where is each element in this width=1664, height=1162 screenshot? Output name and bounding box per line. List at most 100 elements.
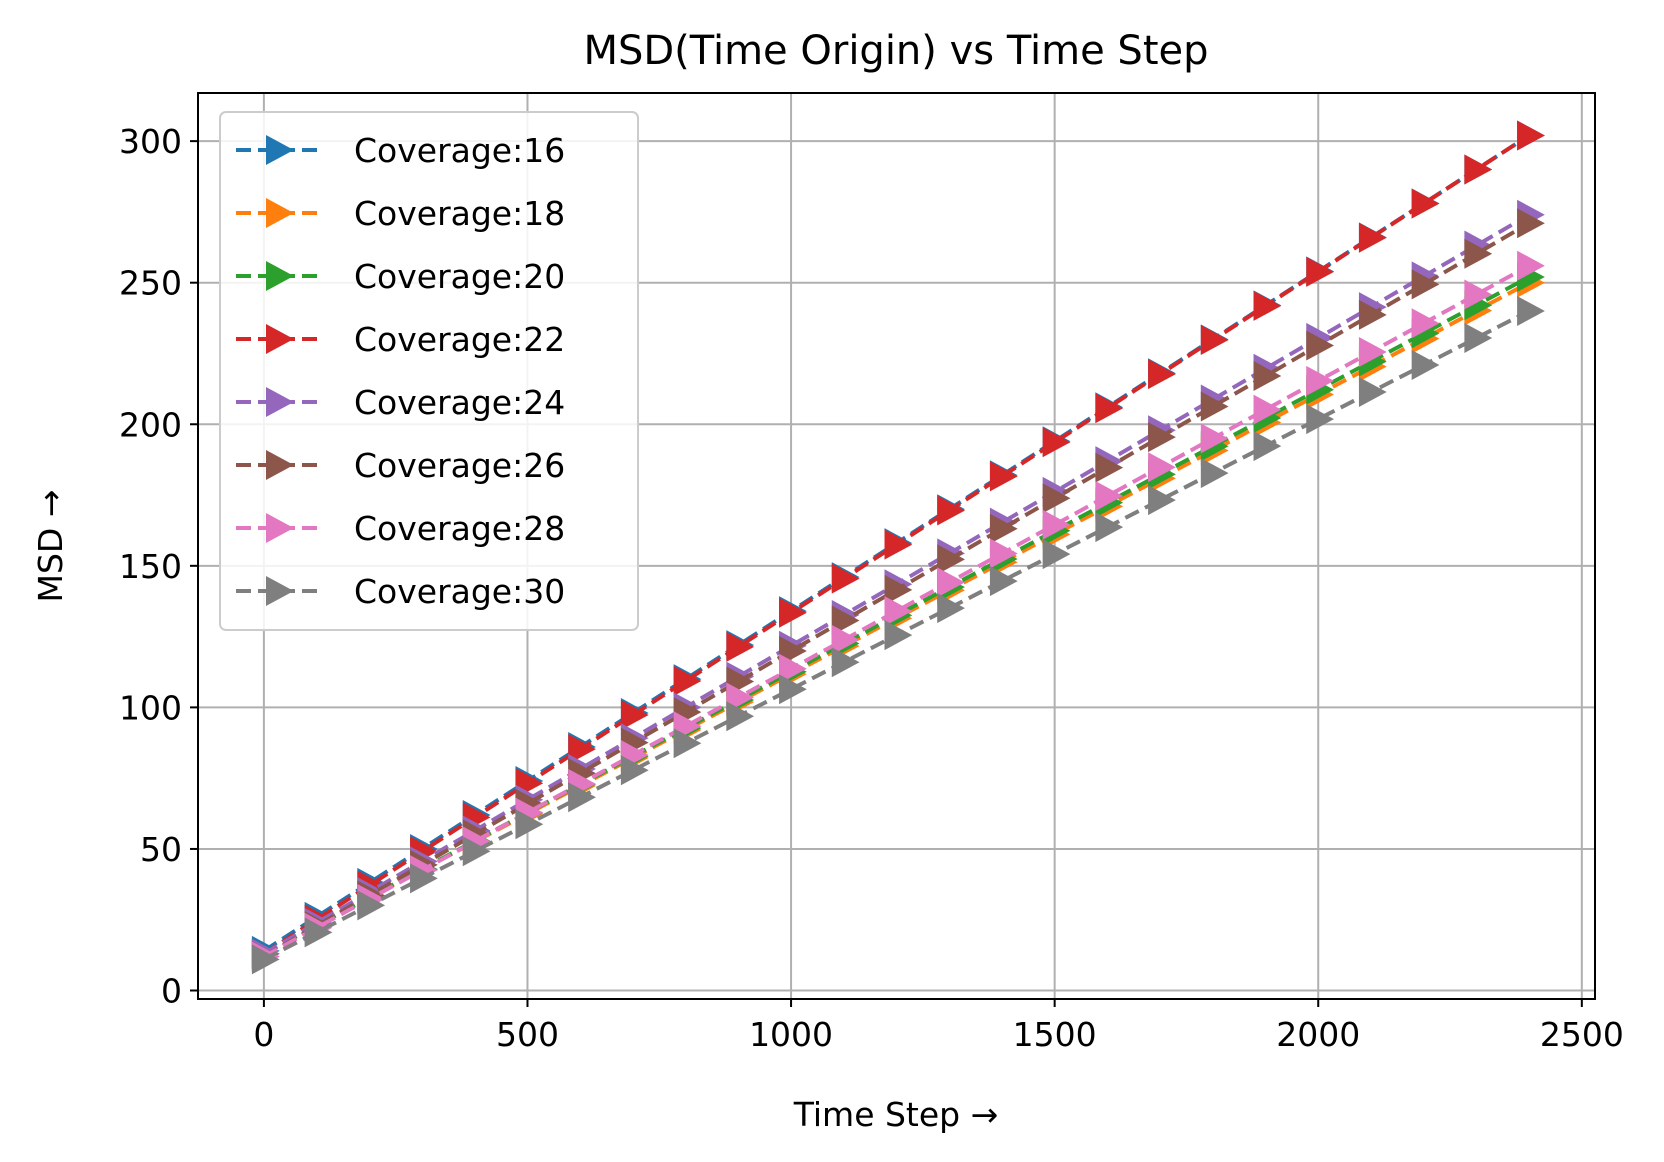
data-point: [620, 700, 649, 731]
legend-item: Coverage:30: [236, 572, 565, 611]
data-point: [1517, 250, 1545, 281]
x-tick-label: 500: [496, 1015, 559, 1054]
data-point: [937, 544, 965, 575]
legend-marker: [266, 261, 294, 291]
data-point: [726, 701, 755, 732]
legend-box: [219, 111, 639, 631]
data-point: [462, 836, 491, 867]
data-point: [937, 593, 965, 624]
data-point: [568, 782, 596, 813]
data-point: [884, 574, 913, 605]
data-point: [304, 917, 333, 948]
data-point: [831, 605, 860, 636]
data-point: [1042, 427, 1071, 458]
data-point: [779, 674, 807, 705]
data-point: [779, 653, 807, 684]
data-point: [1306, 404, 1334, 435]
data-point: [831, 624, 860, 655]
data-point: [1148, 359, 1176, 390]
legend-label: Coverage:22: [354, 320, 565, 359]
data-point: [1095, 393, 1124, 424]
data-point: [1464, 323, 1493, 354]
data-point: [884, 596, 913, 627]
data-point: [1517, 208, 1545, 239]
data-point: [1358, 299, 1387, 330]
y-tick-label: 200: [119, 405, 182, 444]
data-point: [1253, 290, 1282, 321]
legend-label: Coverage:28: [354, 509, 565, 548]
x-tick-label: 2000: [1276, 1015, 1360, 1054]
data-point: [1253, 431, 1282, 462]
legend-marker: [266, 387, 294, 417]
data-point: [1042, 483, 1071, 514]
data-point: [1464, 279, 1493, 310]
legend-label: Coverage:18: [354, 194, 565, 233]
data-point: [1200, 391, 1229, 422]
data-point: [1411, 350, 1440, 381]
data-point: [831, 647, 860, 678]
y-tick-label: 100: [119, 688, 182, 727]
data-point: [937, 567, 965, 598]
x-tick-label: 1000: [749, 1015, 833, 1054]
data-point: [1200, 423, 1229, 454]
legend-item: Coverage:18: [236, 194, 565, 233]
data-point: [1464, 238, 1493, 269]
data-point: [779, 597, 807, 628]
data-point: [1306, 256, 1334, 287]
data-point: [989, 461, 1018, 492]
data-point: [937, 495, 965, 526]
legend-item: Coverage:26: [236, 446, 565, 485]
y-axis: 0 50 100 150 200 250 300: [119, 122, 198, 1011]
plot-frame: [197, 92, 1596, 1000]
legend-marker: [266, 576, 294, 606]
legend-item: Coverage:20: [236, 257, 565, 296]
data-point: [515, 809, 544, 840]
data-point: [989, 566, 1018, 597]
legend-marker: [266, 513, 294, 543]
data-point: [1042, 539, 1071, 570]
legend-label: Coverage:20: [354, 257, 565, 296]
data-point: [1306, 365, 1334, 396]
legend-marker: [266, 450, 294, 480]
y-tick-label: 250: [119, 264, 182, 303]
data-point: [251, 944, 280, 975]
data-point: [1358, 222, 1387, 253]
data-point: [1517, 296, 1545, 327]
data-point: [1411, 269, 1440, 300]
legend-marker: [266, 135, 294, 165]
data-point: [1042, 509, 1071, 540]
data-point: [673, 665, 702, 696]
data-point: [620, 755, 649, 786]
legend-label: Coverage:24: [354, 383, 565, 422]
data-point: [831, 563, 860, 594]
data-point: [1148, 485, 1176, 516]
x-axis: 0 500 1000 1500 2000 2500: [253, 999, 1624, 1054]
legend-item: Coverage:22: [236, 320, 565, 359]
data-point: [1095, 512, 1124, 543]
data-point: [1095, 480, 1124, 511]
data-point: [1358, 337, 1387, 368]
series-layer: [251, 120, 1545, 975]
data-point: [673, 728, 702, 759]
data-point: [357, 890, 386, 921]
series-coverage-30: [251, 296, 1545, 975]
data-point: [1464, 154, 1493, 185]
x-tick-label: 1500: [1013, 1015, 1097, 1054]
y-tick-label: 50: [140, 830, 182, 869]
data-point: [1148, 452, 1176, 483]
x-axis-label: Time Step →: [793, 1095, 999, 1134]
legend-label: Coverage:16: [354, 131, 565, 170]
x-tick-label: 0: [253, 1015, 274, 1054]
data-point: [1253, 394, 1282, 425]
data-point: [1306, 330, 1334, 361]
data-point: [1517, 120, 1545, 151]
data-point: [726, 631, 755, 662]
legend-item: Coverage:24: [236, 383, 565, 422]
legend-marker: [266, 324, 294, 354]
y-tick-label: 0: [161, 972, 182, 1011]
data-point: [1253, 361, 1282, 392]
data-point: [1095, 452, 1124, 483]
data-point: [989, 513, 1018, 544]
data-point: [726, 682, 755, 713]
